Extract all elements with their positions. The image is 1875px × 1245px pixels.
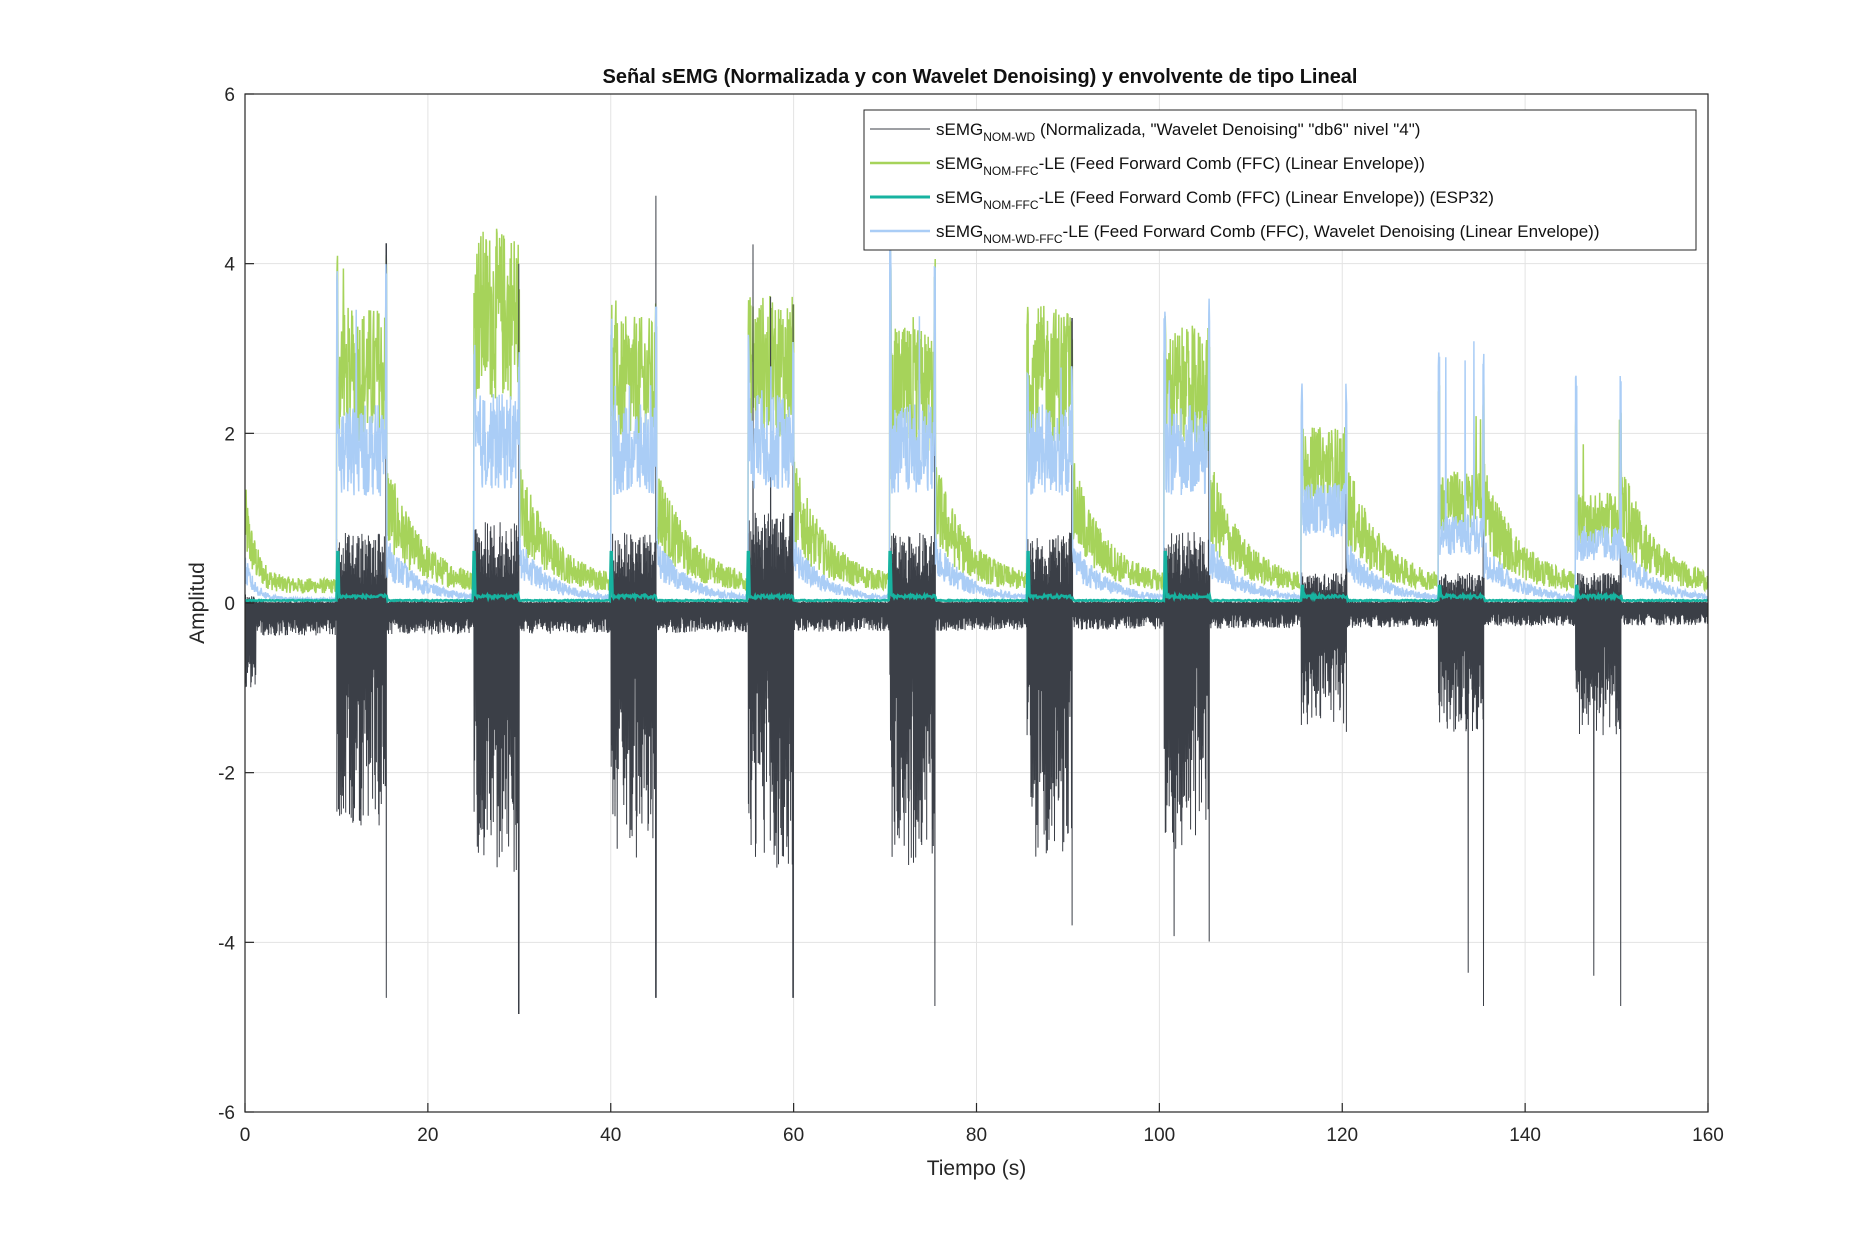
legend-label-ffc: sEMGNOM-FFC-LE (Feed Forward Comb (FFC) … bbox=[936, 154, 1425, 178]
legend-label-esp32: sEMGNOM-FFC-LE (Feed Forward Comb (FFC) … bbox=[936, 188, 1494, 212]
series-raw-line bbox=[245, 195, 1708, 1015]
x-tick-label: 60 bbox=[783, 1125, 804, 1146]
y-axis-label: Amplitud bbox=[186, 562, 209, 644]
y-tick-label: -4 bbox=[218, 933, 235, 954]
x-tick-label: 100 bbox=[1144, 1125, 1176, 1146]
legend: sEMGNOM-WD (Normalizada, "Wavelet Denois… bbox=[863, 109, 1697, 251]
legend-box bbox=[863, 109, 1697, 251]
x-tick-label: 160 bbox=[1692, 1125, 1724, 1146]
series-esp32-line bbox=[245, 550, 1708, 604]
x-tick-label: 120 bbox=[1326, 1125, 1358, 1146]
x-tick-label: 80 bbox=[966, 1125, 987, 1146]
series-wd-ffc-line bbox=[245, 238, 1708, 604]
y-tick-label: 2 bbox=[224, 424, 235, 445]
x-tick-label: 20 bbox=[417, 1125, 438, 1146]
plot-area bbox=[245, 195, 1708, 1015]
series-ffc-line bbox=[245, 228, 1708, 594]
y-tick-label: 4 bbox=[224, 255, 235, 276]
x-tick-label: 140 bbox=[1509, 1125, 1541, 1146]
chart-title: Señal sEMG (Normalizada y con Wavelet De… bbox=[603, 66, 1358, 88]
y-tick-label: -6 bbox=[218, 1103, 235, 1124]
legend-label-wd_ffc: sEMGNOM-WD-FFC-LE (Feed Forward Comb (FF… bbox=[936, 222, 1600, 246]
x-tick-label: 40 bbox=[600, 1125, 621, 1146]
axis-ticks: 0 20 40 60 80 100 120 140 160 -6 -4 -2 0 2 4 6 bbox=[218, 85, 1724, 1146]
y-tick-label: -2 bbox=[218, 764, 235, 785]
x-axis-label: Tiempo (s) bbox=[927, 1157, 1027, 1180]
x-tick-label: 0 bbox=[240, 1125, 251, 1146]
y-tick-label: 0 bbox=[224, 594, 235, 615]
legend-label-raw: sEMGNOM-WD (Normalizada, "Wavelet Denois… bbox=[936, 120, 1420, 144]
y-tick-label: 6 bbox=[224, 85, 235, 106]
